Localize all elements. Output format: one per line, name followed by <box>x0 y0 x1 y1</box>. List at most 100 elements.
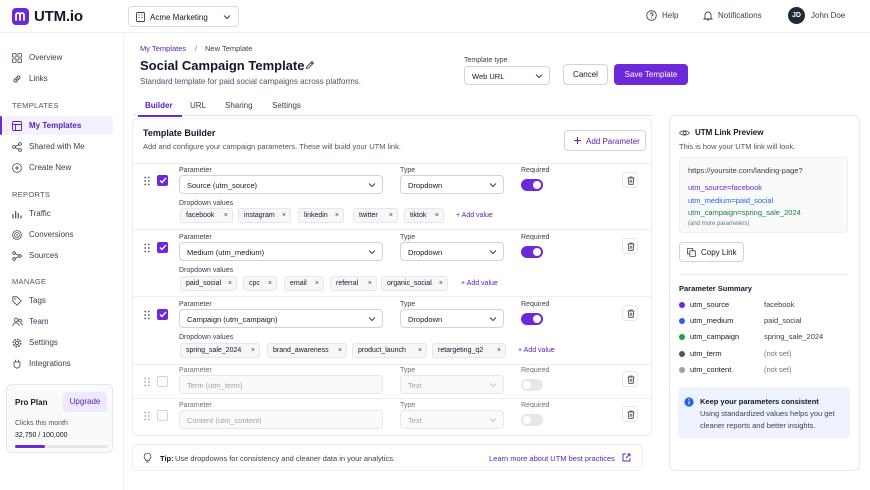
required-toggle[interactable] <box>521 414 543 426</box>
save-template-button[interactable]: Save Template <box>614 64 688 85</box>
dropdown-value-chip: spring_sale_2024 × <box>180 343 260 358</box>
upgrade-button[interactable]: Upgrade <box>63 392 107 412</box>
delete-button[interactable] <box>622 406 638 422</box>
parameter-select[interactable]: Medium (utm_medium) <box>179 242 383 261</box>
pencil-icon[interactable] <box>305 60 315 70</box>
remove-chip-button[interactable]: × <box>250 347 255 354</box>
sidebar-item-conversions[interactable]: Conversions <box>3 225 113 244</box>
summary-value: paid_social <box>764 316 802 325</box>
copy-link-button[interactable]: Copy Link <box>679 242 744 262</box>
drag-handle-icon[interactable] <box>144 310 150 320</box>
tab-url[interactable]: URL <box>190 101 207 110</box>
required-toggle[interactable] <box>521 313 543 325</box>
external-link-icon[interactable] <box>622 453 631 462</box>
drag-handle-icon[interactable] <box>144 243 150 253</box>
parameter-enabled-checkbox[interactable] <box>157 242 168 253</box>
sidebar-item-sources[interactable]: Sources <box>3 246 113 265</box>
tab-builder[interactable]: Builder <box>145 101 173 110</box>
type-value: Dropdown <box>408 315 443 324</box>
chevron-down-icon <box>489 249 497 255</box>
parameter-enabled-checkbox[interactable] <box>157 376 168 387</box>
type-select[interactable]: Dropdown <box>400 309 504 328</box>
toggle-knob <box>533 181 541 189</box>
help-link[interactable]: Help <box>662 11 679 20</box>
sidebar-item-my-templates[interactable]: My Templates <box>0 116 113 135</box>
type-select[interactable]: Dropdown <box>400 175 504 194</box>
parameter-input[interactable]: Term (utm_term) <box>179 375 383 394</box>
parameter-enabled-checkbox[interactable] <box>157 410 168 421</box>
add-value-link[interactable]: + Add value <box>461 280 498 287</box>
tab-sharing[interactable]: Sharing <box>225 101 253 110</box>
sidebar-item-traffic[interactable]: Traffic <box>3 204 113 223</box>
drag-handle-icon[interactable] <box>144 377 150 387</box>
sidebar-item-team[interactable]: Team <box>3 312 113 331</box>
template-type-select[interactable]: Web URL <box>464 66 550 85</box>
parameter-enabled-checkbox[interactable] <box>157 309 168 320</box>
remove-chip-button[interactable]: × <box>438 280 443 287</box>
add-value-link[interactable]: + Add value <box>456 212 493 219</box>
delete-button[interactable] <box>622 371 638 387</box>
workspace-selector[interactable]: Acme Marketing <box>128 6 239 27</box>
user-name[interactable]: John Doe <box>811 11 846 20</box>
add-value-link[interactable]: + Add value <box>518 347 555 354</box>
summary-key: utm_medium <box>690 316 734 325</box>
remove-chip-button[interactable]: × <box>337 347 342 354</box>
remove-chip-button[interactable]: × <box>223 212 228 219</box>
avatar[interactable]: JD <box>788 7 805 24</box>
remove-chip-button[interactable]: × <box>281 212 286 219</box>
sidebar-section-manage: MANAGE <box>12 277 47 286</box>
remove-chip-button[interactable]: × <box>334 212 339 219</box>
required-toggle[interactable] <box>521 246 543 258</box>
cancel-button[interactable]: Cancel <box>563 64 608 85</box>
remove-chip-button[interactable]: × <box>496 347 501 354</box>
remove-chip-button[interactable]: × <box>434 212 439 219</box>
remove-chip-button[interactable]: × <box>388 212 393 219</box>
parameter-input[interactable]: Content (utm_content) <box>179 410 383 429</box>
add-parameter-button[interactable]: Add Parameter <box>564 130 646 151</box>
delete-button[interactable] <box>622 238 638 254</box>
parameter-select[interactable]: Campaign (utm_campaign) <box>179 309 383 328</box>
sidebar-item-settings[interactable]: Settings <box>3 333 113 352</box>
sidebar-section-templates: TEMPLATES <box>12 101 59 110</box>
tab-settings[interactable]: Settings <box>272 101 301 110</box>
remove-chip-button[interactable]: × <box>267 280 272 287</box>
parameter-select[interactable]: Source (utm_source) <box>179 175 383 194</box>
breadcrumb-parent[interactable]: My Templates <box>140 44 187 53</box>
sidebar-item-tags[interactable]: Tags <box>3 291 113 310</box>
bell-icon[interactable] <box>703 10 713 21</box>
delete-button[interactable] <box>622 305 638 321</box>
notifications-link[interactable]: Notifications <box>718 11 762 20</box>
remove-chip-button[interactable]: × <box>227 280 232 287</box>
sidebar-item-shared[interactable]: Shared with Me <box>3 137 113 156</box>
type-select[interactable]: Text <box>400 375 504 394</box>
parameter-row-source <box>132 163 652 229</box>
type-label: Type <box>400 234 416 241</box>
type-select[interactable]: Dropdown <box>400 242 504 261</box>
remove-chip-button[interactable]: × <box>417 347 422 354</box>
sidebar-item-create-new[interactable]: Create New <box>3 158 113 177</box>
chip-label: product_launch <box>358 347 406 354</box>
team-icon <box>12 317 23 327</box>
best-practices-link[interactable]: Learn more about UTM best practices <box>489 454 615 463</box>
dropdown-value-chip: cpc × <box>243 276 277 291</box>
status-dot <box>679 302 685 308</box>
base-url: https://yoursite.com/landing-page? <box>688 166 803 175</box>
sidebar-item-links[interactable]: Links <box>3 69 113 88</box>
help-icon[interactable] <box>646 10 657 21</box>
required-toggle[interactable] <box>521 379 543 391</box>
chip-label: referral <box>336 280 359 287</box>
delete-button[interactable] <box>622 172 638 188</box>
toggle-knob <box>533 315 541 323</box>
parameter-enabled-checkbox[interactable] <box>157 175 168 186</box>
drag-handle-icon[interactable] <box>144 176 150 186</box>
sidebar-item-overview[interactable]: Overview <box>3 48 113 67</box>
utm-medium-line: utm_medium=paid_social <box>688 196 774 205</box>
summary-value: facebook <box>764 300 795 309</box>
drag-handle-icon[interactable] <box>144 411 150 421</box>
type-select[interactable]: Text <box>400 410 504 429</box>
required-toggle[interactable] <box>521 179 543 191</box>
dropdown-value-chip: referral × <box>330 276 377 291</box>
remove-chip-button[interactable]: × <box>314 280 319 287</box>
sidebar-item-integrations[interactable]: Integrations <box>3 354 113 373</box>
remove-chip-button[interactable]: × <box>367 280 372 287</box>
